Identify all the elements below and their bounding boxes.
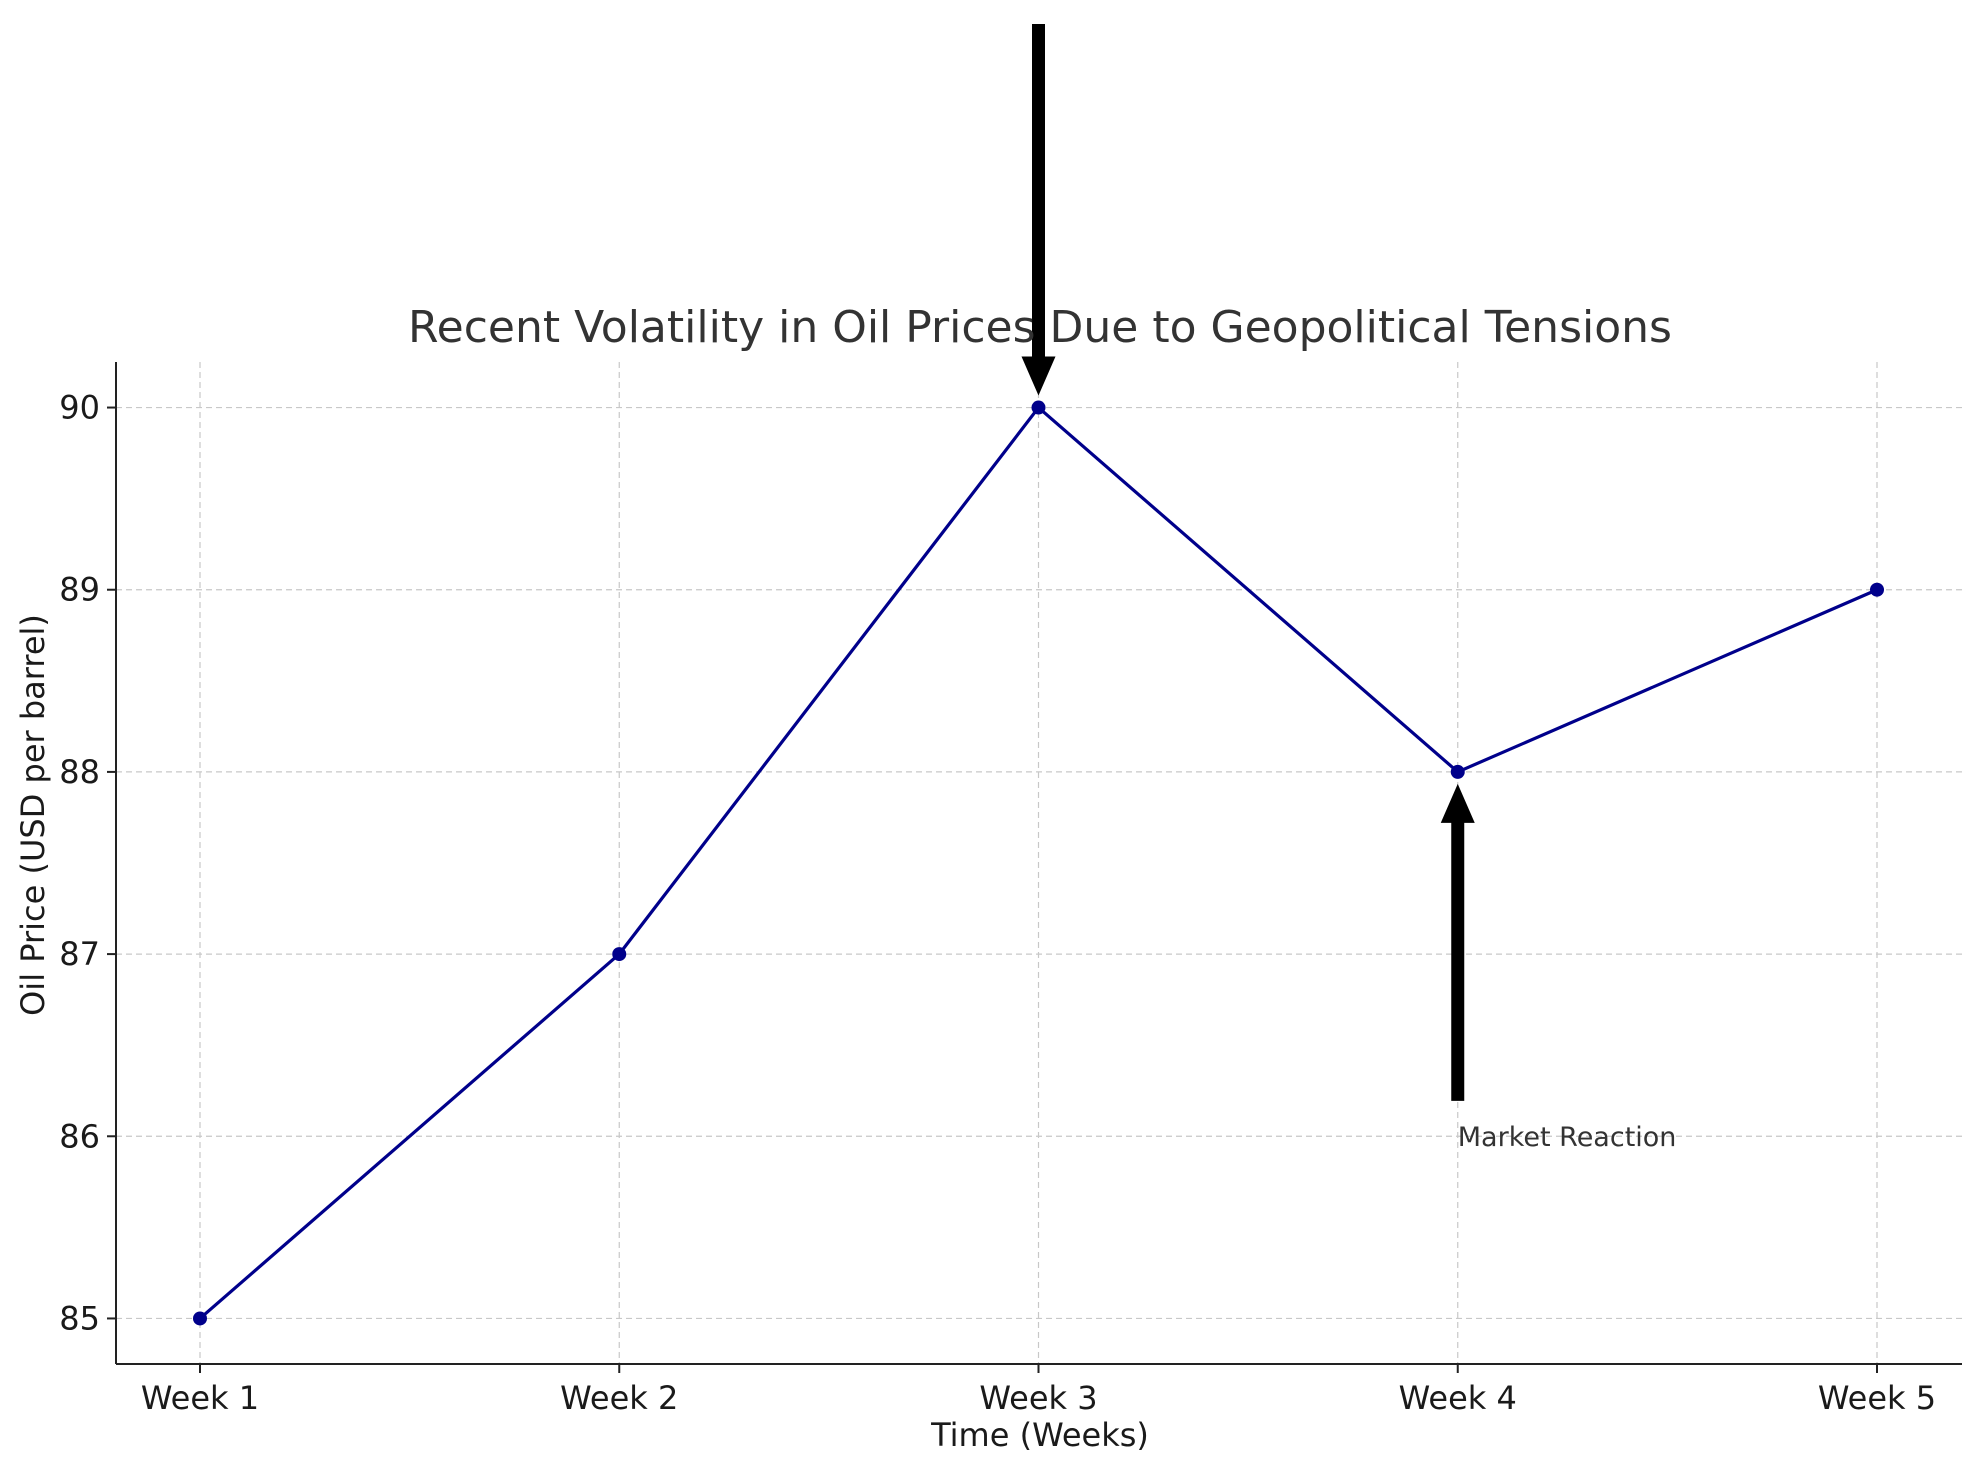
y-axis-title: Oil Price (USD per barrel) <box>14 614 52 1016</box>
x-tick-label: Week 5 <box>1818 1379 1936 1417</box>
x-tick-label: Week 2 <box>560 1379 678 1417</box>
y-tick-label: 88 <box>59 753 100 791</box>
annotation-label: Tensions Escalate <box>1038 0 1276 2</box>
y-tick-label: 90 <box>59 389 100 427</box>
x-tick-label: Week 3 <box>979 1379 1097 1417</box>
y-tick-label: 89 <box>59 571 100 609</box>
grid-layer <box>116 362 1962 1364</box>
y-tick-label: 85 <box>59 1299 100 1337</box>
annotation-arrow-1 <box>1021 23 1056 396</box>
annotation-layer: Tensions Escalate Market Reaction <box>1021 0 1677 1153</box>
annotation-label: Market Reaction <box>1458 1122 1677 1153</box>
data-point-week-5 <box>1870 582 1884 597</box>
axes-layer: Week 1 Week 2 Week 3 Week 4 Week 5 85 86 87 88 89… <box>59 362 1962 1417</box>
y-tick-label: 86 <box>59 1117 100 1155</box>
x-tick-label: Week 1 <box>141 1379 259 1417</box>
x-tick-label: Week 4 <box>1399 1379 1517 1417</box>
arrow-shape <box>1021 23 1056 396</box>
series-layer <box>193 400 1884 1326</box>
x-axis-title: Time (Weeks) <box>930 1416 1149 1454</box>
arrow-shape <box>1440 783 1475 1101</box>
data-point-week-3 <box>1031 400 1046 415</box>
y-tick-label: 87 <box>59 935 100 973</box>
chart-title: Recent Volatility in Oil Prices Due to G… <box>408 302 1672 353</box>
data-point-week-2 <box>612 947 627 962</box>
data-point-week-1 <box>193 1311 207 1326</box>
annotation-arrow-2 <box>1440 783 1475 1101</box>
data-point-week-4 <box>1450 764 1465 779</box>
